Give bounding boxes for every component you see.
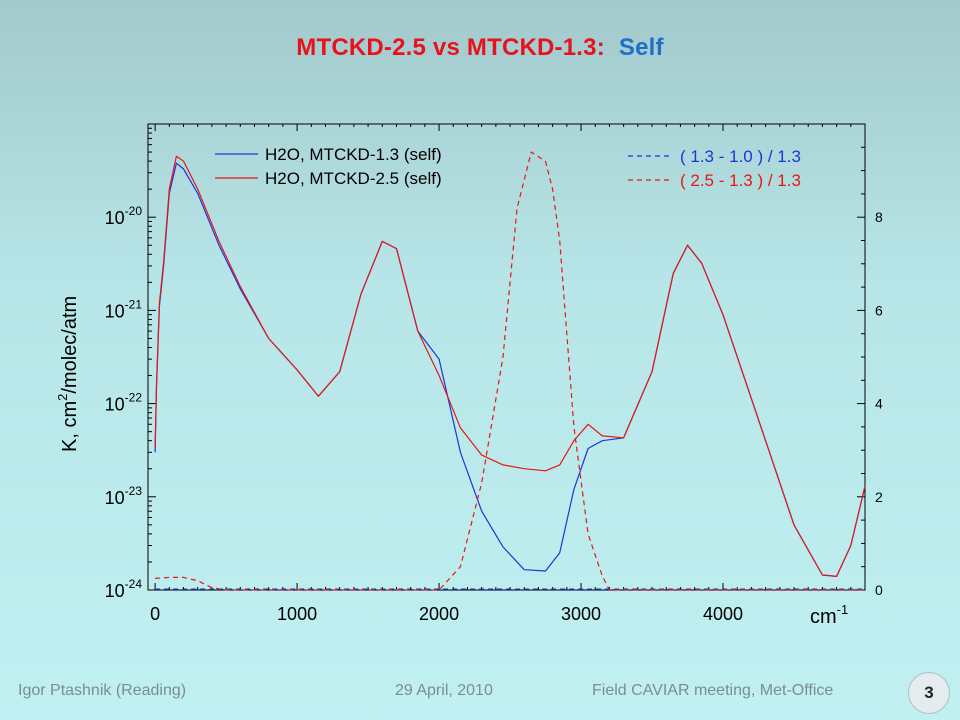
x-tick-label: 4000 [703,604,743,624]
x-tick-label: 1000 [277,604,317,624]
legend-layer: H2O, MTCKD-1.3 (self) H2O, MTCKD-2.5 (sel… [215,145,801,190]
x-tick-label: 3000 [561,604,601,624]
y-tick-label: 10-20 [105,204,143,228]
series-line-0 [154,162,866,578]
y-axis-label: K, cm2/molec/atm [55,296,81,452]
legend-label-right: ( 1.3 - 1.0 ) / 1.3 [680,147,801,166]
footer-date: 29 April, 2010 [395,682,493,699]
plot-area [147,123,866,591]
x-tick-label: 0 [150,604,160,624]
legend-label-right: ( 2.5 - 1.3 ) / 1.3 [680,171,801,190]
chart: 0 1000 2000 3000 4000 10-20 10-21 10-22 10-23 10-… [55,123,883,628]
footer-event: Field CAVIAR meeting, Met-Office [592,682,834,699]
y-axis-label-sup: 2 [55,394,70,401]
series-line-1 [154,155,866,578]
y-tick-label: 10-21 [105,297,143,321]
x-axis-label-sup: -1 [837,602,849,617]
y2-tick-label: 0 [875,582,883,598]
y-tick-label: 10-22 [105,391,143,415]
x-axis-label: cm-1 [810,602,848,628]
slide-title: MTCKD-2.5 vs MTCKD-1.3: Self [0,34,960,62]
series-layer [154,151,866,591]
x-tick-label: 2000 [419,604,459,624]
y2-tick-label: 8 [875,209,883,225]
footer-author: Igor Ptashnik (Reading) [18,682,187,699]
legend-label-left: H2O, MTCKD-1.3 (self) [265,145,442,164]
y2-tick-label: 2 [875,489,883,505]
title-accent: Self [618,34,664,61]
series-line-3 [155,151,865,591]
y2-tick-label: 4 [875,396,883,412]
title-main: MTCKD-2.5 vs MTCKD-1.3: [296,34,605,61]
y-tick-label: 10-23 [105,484,143,508]
axes-layer: 0 1000 2000 3000 4000 10-20 10-21 10-22 10-23 10-… [105,124,883,624]
slide-number-badge: 3 [908,672,950,714]
y2-tick-label: 6 [875,302,883,318]
legend-label-left: H2O, MTCKD-2.5 (self) [265,169,442,188]
y-tick-label: 10-24 [105,577,143,601]
